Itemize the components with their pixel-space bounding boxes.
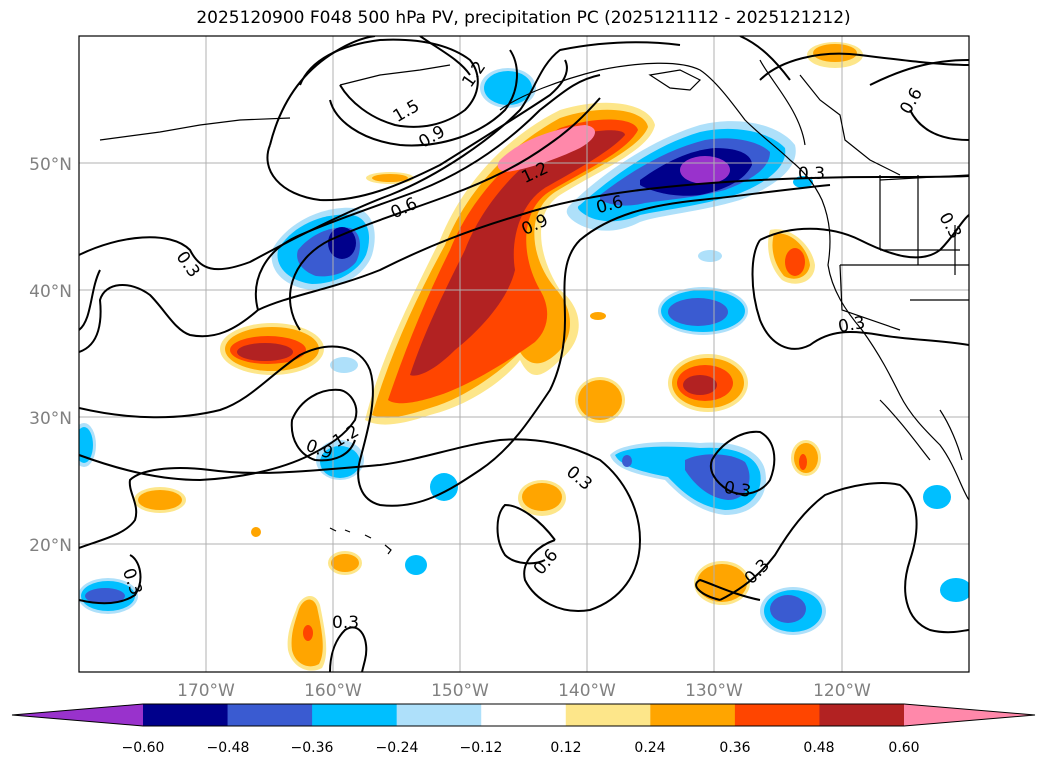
colorbar-segment	[396, 704, 482, 726]
colorbar-tick-label: −0.12	[460, 740, 503, 756]
colorbar-segment	[143, 704, 229, 726]
colorbar-segment	[650, 704, 736, 726]
lon-label: 140°W	[558, 681, 616, 701]
coastlines	[99, 59, 969, 555]
colorbar-segment	[734, 704, 820, 726]
colorbar-tick-labels: −0.60 −0.48 −0.36 −0.24 −0.12 0.12 0.24 …	[122, 740, 920, 756]
contour-label: 0.3	[722, 478, 752, 502]
lon-label: 120°W	[813, 681, 871, 701]
colorbar-tick-label: 0.48	[803, 740, 834, 756]
colorbar-extend-low	[12, 704, 143, 726]
colorbar-tick-label: 0.36	[719, 740, 750, 756]
colorbar-segment	[819, 704, 905, 726]
colorbar-tick-label: 0.60	[888, 740, 919, 756]
colorbar-segment	[312, 704, 398, 726]
colorbar-outline	[11, 703, 1036, 727]
map-frame	[78, 35, 970, 673]
lat-labels: 50°N 40°N 30°N 20°N	[29, 155, 72, 556]
lat-label: 20°N	[29, 536, 72, 556]
colorbar-tick-label: −0.48	[207, 740, 250, 756]
colorbar-tick-label: 0.12	[550, 740, 581, 756]
contour-label: 0.3	[798, 164, 825, 184]
lon-label: 150°W	[431, 681, 489, 701]
colorbar-segment	[481, 704, 567, 726]
colorbar-extend-high	[904, 704, 1035, 726]
gridlines	[79, 36, 969, 672]
colorbar-tick-label: 0.24	[634, 740, 665, 756]
colorbar-tick-label: −0.36	[291, 740, 334, 756]
pv-contours	[79, 36, 969, 672]
lon-label: 130°W	[685, 681, 743, 701]
lat-label: 50°N	[29, 155, 72, 175]
lon-label: 170°W	[177, 681, 235, 701]
lat-label: 40°N	[29, 282, 72, 302]
contour-label: 0.3	[837, 313, 867, 337]
map-title: 2025120900 F048 500 hPa PV, precipitatio…	[196, 8, 851, 28]
colorbar	[11, 703, 1036, 727]
contour-label: 0.3	[332, 613, 359, 633]
map-panel: 1.2 1.5 0.9 0.6 1.2 0.3 0.9 0.6 0.3 0.3 …	[78, 35, 970, 673]
lon-labels: 170°W 160°W 150°W 140°W 130°W 120°W	[177, 681, 871, 701]
lat-label: 30°N	[29, 409, 72, 429]
colorbar-tick-label: −0.24	[376, 740, 419, 756]
colorbar-segment	[227, 704, 313, 726]
colorbar-tick-label: −0.60	[122, 740, 165, 756]
colorbar-segment	[565, 704, 651, 726]
lon-label: 160°W	[304, 681, 362, 701]
